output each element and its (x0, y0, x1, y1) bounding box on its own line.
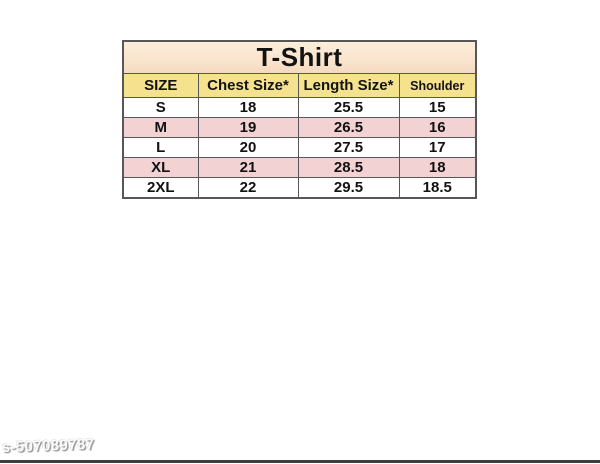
cell-shoulder: 15 (398, 97, 477, 118)
cell-shoulder: 18 (398, 157, 477, 178)
cell-length: 28.5 (297, 157, 400, 178)
header-row: SIZE Chest Size* Length Size* Shoulder (122, 73, 477, 98)
column-header-shoulder: Shoulder (398, 73, 477, 98)
column-header-size: SIZE (122, 73, 199, 98)
title-row: T-Shirt (122, 40, 477, 74)
cell-size: S (122, 97, 199, 118)
cell-chest: 19 (197, 117, 299, 138)
cell-length: 25.5 (297, 97, 400, 118)
watermark-text: s-507089787 (1, 435, 95, 456)
cell-chest: 22 (197, 177, 299, 199)
chart-title: T-Shirt (122, 40, 477, 74)
cell-chest: 18 (197, 97, 299, 118)
cell-size: 2XL (122, 177, 199, 199)
table-row-l: L 20 27.5 17 (122, 137, 477, 158)
column-header-chest-size: Chest Size* (197, 73, 299, 98)
cell-chest: 20 (197, 137, 299, 158)
cell-size: XL (122, 157, 199, 178)
table-row-m: M 19 26.5 16 (122, 117, 477, 138)
cell-size: M (122, 117, 199, 138)
cell-size: L (122, 137, 199, 158)
bottom-border-line (0, 460, 600, 463)
cell-length: 29.5 (297, 177, 400, 199)
size-chart-table: T-Shirt SIZE Chest Size* Length Size* Sh… (122, 40, 478, 199)
cell-shoulder: 17 (398, 137, 477, 158)
cell-length: 26.5 (297, 117, 400, 138)
column-header-length-size: Length Size* (297, 73, 400, 98)
cell-chest: 21 (197, 157, 299, 178)
table-row-xl: XL 21 28.5 18 (122, 157, 477, 178)
cell-shoulder: 18.5 (398, 177, 477, 199)
cell-shoulder: 16 (398, 117, 477, 138)
cell-length: 27.5 (297, 137, 400, 158)
table-row-2xl: 2XL 22 29.5 18.5 (122, 177, 477, 199)
table-row-s: S 18 25.5 15 (122, 97, 477, 118)
